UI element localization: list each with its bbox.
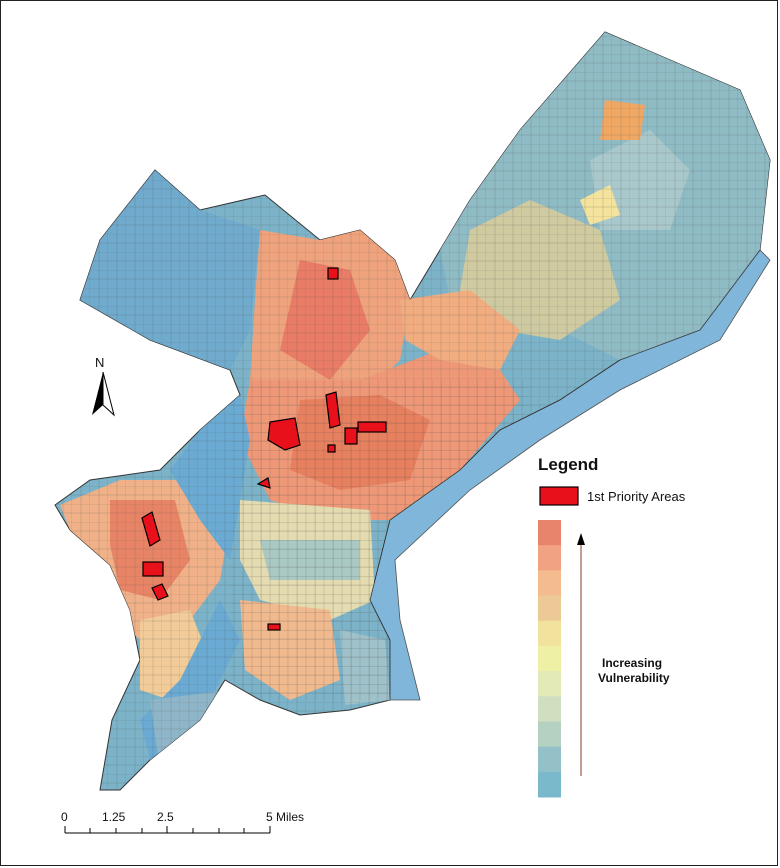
- increasing-arrow-icon: [577, 533, 585, 545]
- priority-area: [151, 583, 169, 601]
- gradient-label-line1: Increasing: [602, 656, 663, 670]
- gradient-swatch: [538, 620, 561, 647]
- gradient-swatch: [538, 570, 561, 597]
- gradient-swatch: [538, 671, 561, 697]
- north-arrow-left-icon: [92, 372, 103, 415]
- gradient-swatch: [538, 696, 561, 722]
- priority-area: [327, 267, 339, 280]
- priority-area: [344, 427, 358, 445]
- vulnerability-gradient: [538, 520, 561, 798]
- priority-area: [267, 417, 301, 451]
- legend-priority-label: 1st Priority Areas: [587, 489, 686, 504]
- gradient-swatch: [538, 595, 561, 622]
- gradient-swatch: [538, 771, 561, 798]
- north-arrow-right-icon: [102, 371, 115, 417]
- priority-areas: [141, 267, 387, 631]
- gradient-swatch: [538, 721, 561, 748]
- priority-area: [267, 623, 281, 631]
- priority-area: [357, 421, 387, 433]
- river: [369, 249, 771, 701]
- gradient-swatch: [538, 746, 561, 773]
- scale-bar: [64, 826, 271, 834]
- gradient-label-line2: Vulnerability: [598, 671, 670, 685]
- scale-label-0: 0: [61, 810, 68, 824]
- gradient-label: Increasing Vulnerability: [598, 656, 688, 686]
- scale-label-3: 5 Miles: [266, 810, 305, 824]
- gradient-swatch: [538, 645, 561, 672]
- gradient-swatch: [538, 545, 561, 571]
- legend-priority-swatch: [539, 486, 579, 506]
- scale-label-2: 2.5: [157, 810, 174, 824]
- north-arrow: [92, 371, 115, 417]
- scale-label-1: 1.25: [102, 810, 126, 824]
- gradient-swatch: [538, 520, 561, 546]
- priority-area: [256, 477, 271, 489]
- priority-area: [142, 561, 164, 577]
- priority-area: [141, 511, 161, 547]
- legend-title: Legend: [538, 455, 599, 474]
- priority-area: [327, 444, 336, 453]
- priority-area: [325, 391, 341, 429]
- north-letter: N: [95, 355, 105, 370]
